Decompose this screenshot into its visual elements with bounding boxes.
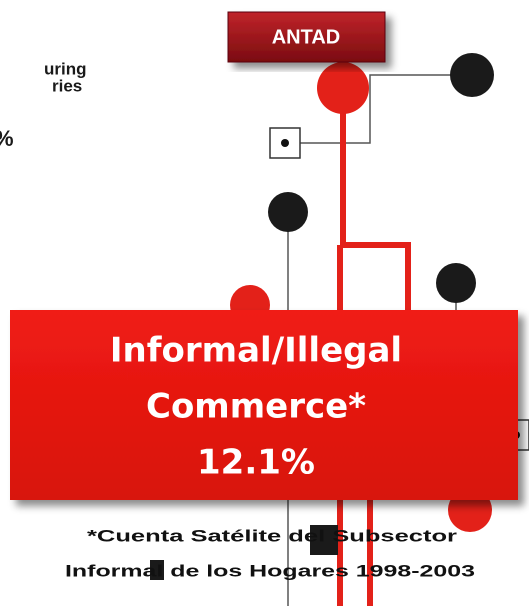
left-text: ries	[52, 76, 82, 95]
left-text: %	[0, 126, 14, 151]
badge-label: ANTAD	[272, 26, 341, 48]
footnote: Informal de los Hogares 1998-2003	[65, 561, 475, 580]
left-text: uring	[44, 59, 87, 78]
main-value: 12.1%	[197, 443, 315, 483]
main-label: Commerce*	[146, 387, 366, 427]
footnote: *Cuenta Satélite del Subsector	[87, 526, 458, 545]
main-label: Informal/Illegal	[110, 331, 402, 371]
main-box	[10, 310, 518, 500]
badge-box	[227, 11, 386, 63]
decoration	[150, 53, 529, 606]
